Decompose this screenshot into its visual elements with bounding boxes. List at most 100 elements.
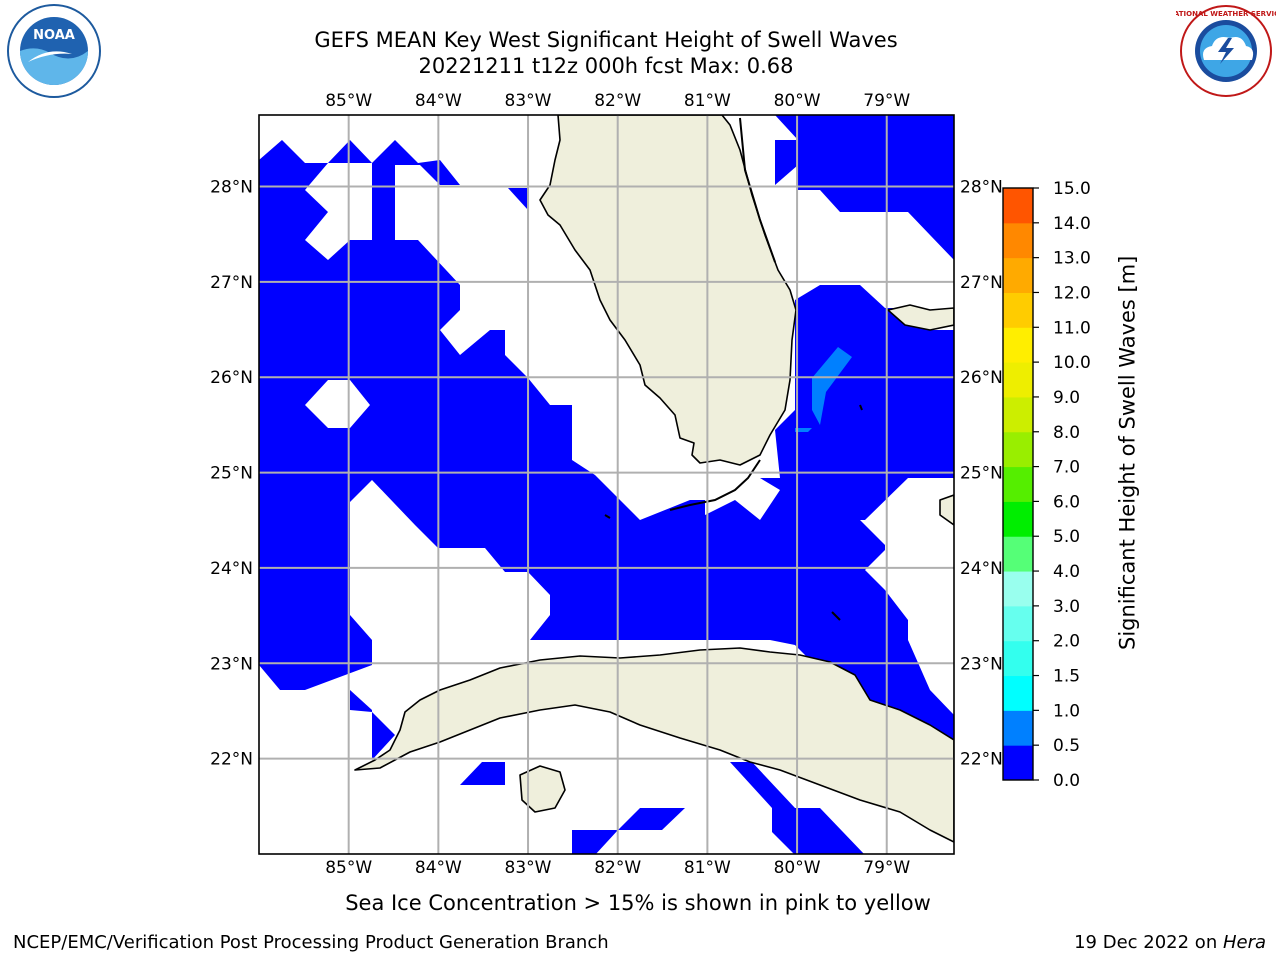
lat-tick-label: 23°N: [960, 654, 1003, 674]
lat-tick-label: 26°N: [960, 368, 1003, 388]
lat-tick-label: 24°N: [210, 559, 253, 579]
lon-tick-label: 84°W: [415, 858, 462, 878]
colorbar-ticks: 0.0 0.5 1.0 1.5 2.0 3.0 4.0 5.0 6.0 7.0 8.0 9.0 10.0…: [1033, 179, 1091, 791]
gridlines: [259, 115, 954, 854]
colorbar-tick-label: 5.0: [1053, 527, 1080, 547]
footer-date-text: 19 Dec 2022 on: [1074, 932, 1223, 953]
colorbar-tick-label: 3.0: [1053, 597, 1080, 617]
footer-host: Hera: [1222, 932, 1266, 953]
colorbar-segment: [1003, 501, 1033, 537]
lat-tick-label: 25°N: [210, 464, 253, 484]
colorbar-tick-label: 2.0: [1053, 632, 1080, 652]
colorbar-segment: [1003, 431, 1033, 468]
land-east-edge: [939, 494, 954, 526]
footer-credit: NCEP/EMC/Verification Post Processing Pr…: [13, 932, 609, 953]
land-isla-juventud: [519, 765, 566, 813]
swell-region-east: [775, 285, 954, 520]
colorbar-segment: [1003, 745, 1033, 781]
colorbar-tick-label: 1.5: [1053, 667, 1080, 687]
sea-ice-note: Sea Ice Concentration > 15% is shown in …: [345, 891, 931, 915]
florida-keys: [604, 117, 863, 621]
lat-tick-label: 22°N: [960, 750, 1003, 770]
lat-tick-label: 24°N: [960, 559, 1003, 579]
lon-tick-label: 83°W: [505, 91, 552, 111]
land-bahamas: [887, 304, 954, 331]
colorbar-tick-label: 6.0: [1053, 492, 1080, 512]
lat-labels-left: 22°N 23°N 24°N 25°N 26°N 27°N 28°N: [210, 178, 253, 770]
lat-tick-label: 28°N: [960, 178, 1003, 198]
swell-region-west: [259, 140, 954, 800]
colorbar-segment: [1003, 675, 1033, 711]
colorbar-segment: [1003, 327, 1033, 363]
swell-region-south-islands: [460, 762, 505, 785]
colorbar-tick-label: 12.0: [1053, 283, 1091, 303]
colorbar-segment: [1003, 188, 1033, 224]
lon-tick-label: 80°W: [774, 91, 821, 111]
lon-tick-label: 79°W: [863, 858, 910, 878]
lat-tick-label: 27°N: [960, 273, 1003, 293]
colorbar-tick-label: 0.0: [1053, 771, 1080, 791]
colorbar-segment: [1003, 571, 1033, 607]
colorbar-tick-label: 1.0: [1053, 701, 1080, 721]
swell-region-south-center: [572, 808, 685, 854]
lon-tick-label: 85°W: [325, 858, 372, 878]
colorbar-segment: [1003, 257, 1033, 293]
land-cuba: [354, 647, 954, 843]
nws-logo-text: NATIONAL WEATHER SERVICE: [1176, 10, 1276, 18]
swell-region-1m-2: [795, 428, 812, 432]
lon-tick-label: 82°W: [594, 858, 641, 878]
colorbar-tick-label: 10.0: [1053, 353, 1091, 373]
footer-date: 19 Dec 2022 on Hera: [1074, 932, 1266, 954]
colorbar-segment: [1003, 640, 1033, 677]
colorbar-tick-label: 15.0: [1053, 179, 1091, 199]
swell-region-southeast-2: [795, 808, 865, 854]
nws-logo: NATIONAL WEATHER SERVICE: [1176, 5, 1276, 97]
colorbar-tick-label: 14.0: [1053, 214, 1091, 234]
lat-tick-label: 25°N: [960, 464, 1003, 484]
lon-tick-label: 85°W: [325, 91, 372, 111]
lon-tick-label: 81°W: [684, 858, 731, 878]
land-florida: [539, 115, 797, 466]
lat-tick-label: 23°N: [210, 654, 253, 674]
colorbar-segment: [1003, 396, 1033, 433]
colorbar: [1003, 188, 1033, 781]
noaa-logo-text: NOAA: [33, 28, 75, 43]
chart-subtitle: 20221211 t12z 000h fcst Max: 0.68: [418, 54, 794, 78]
lon-tick-label: 83°W: [505, 858, 552, 878]
lon-tick-label: 84°W: [415, 91, 462, 111]
colorbar-tick-label: 4.0: [1053, 562, 1080, 582]
lon-labels-top: 85°W 84°W 83°W 82°W 81°W 80°W 79°W: [325, 91, 910, 111]
colorbar-tick-label: 8.0: [1053, 423, 1080, 443]
map-frame: [258, 114, 955, 855]
lon-tick-label: 80°W: [774, 858, 821, 878]
colorbar-segment: [1003, 710, 1033, 746]
colorbar-tick-label: 11.0: [1053, 318, 1091, 338]
colorbar-segment: [1003, 605, 1033, 642]
lon-labels-bottom: 85°W 84°W 83°W 82°W 81°W 80°W 79°W: [325, 858, 910, 878]
colorbar-tick-label: 0.5: [1053, 736, 1080, 756]
lat-labels-right: 22°N 23°N 24°N 25°N 26°N 27°N 28°N: [960, 178, 1003, 770]
lon-tick-label: 81°W: [684, 91, 731, 111]
lat-tick-label: 22°N: [210, 750, 253, 770]
no-data-hole-west: [305, 380, 370, 428]
lon-tick-label: 79°W: [863, 91, 910, 111]
colorbar-tick-label: 13.0: [1053, 249, 1091, 269]
colorbar-segment: [1003, 222, 1033, 259]
lat-tick-label: 28°N: [210, 178, 253, 198]
chart-title: GEFS MEAN Key West Significant Height of…: [314, 28, 898, 52]
lon-tick-label: 82°W: [594, 91, 641, 111]
colorbar-label: Significant Height of Swell Waves [m]: [1115, 255, 1140, 650]
colorbar-tick-label: 7.0: [1053, 458, 1080, 478]
swell-region-southeast: [730, 762, 795, 854]
colorbar-frame: [1002, 187, 1034, 781]
colorbar-tick-label: 9.0: [1053, 388, 1080, 408]
colorbar-segment: [1003, 362, 1033, 398]
lat-tick-label: 27°N: [210, 273, 253, 293]
colorbar-segment: [1003, 466, 1033, 502]
swell-region-1m: [812, 347, 852, 425]
lat-tick-label: 26°N: [210, 368, 253, 388]
colorbar-segment: [1003, 292, 1033, 328]
noaa-logo: NOAA: [7, 4, 101, 98]
